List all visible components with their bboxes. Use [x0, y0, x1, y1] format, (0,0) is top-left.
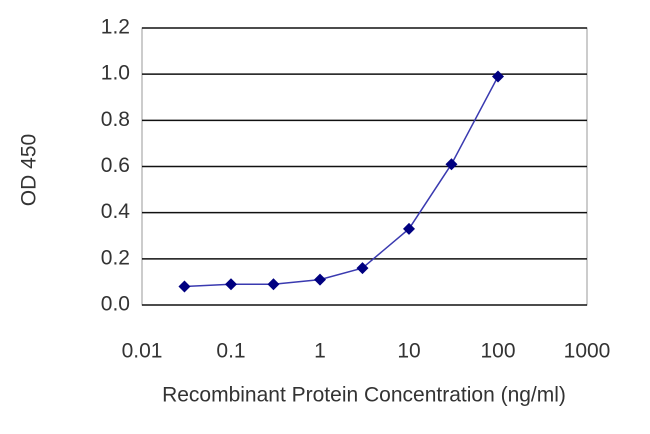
x-tick-label: 100 [480, 340, 515, 363]
data-point [356, 262, 369, 275]
data-point [445, 158, 458, 171]
x-tick-label: 1 [314, 340, 326, 363]
x-tick-label: 0.1 [216, 340, 245, 363]
data-point [225, 278, 237, 291]
data-point [492, 70, 504, 83]
y-tick-label: 1.0 [101, 62, 130, 85]
x-tick-label: 1000 [564, 340, 611, 363]
x-tick-label: 0.01 [122, 340, 163, 363]
y-tick-label: 1.2 [101, 16, 130, 39]
data-point [178, 280, 191, 293]
y-tick-label: 0.2 [101, 246, 130, 269]
x-axis-label: Recombinant Protein Concentration (ng/ml… [162, 384, 566, 407]
data-point [314, 273, 326, 286]
y-tick-label: 0.6 [101, 154, 130, 177]
x-tick-label: 10 [397, 340, 420, 363]
y-tick-label: 0.0 [101, 293, 130, 316]
y-axis-label: OD 450 [18, 134, 41, 206]
y-tick-label: 0.8 [101, 108, 130, 131]
series-line [184, 76, 499, 288]
y-tick-label: 0.4 [101, 200, 131, 223]
data-point [267, 278, 280, 291]
data-point [403, 222, 415, 235]
